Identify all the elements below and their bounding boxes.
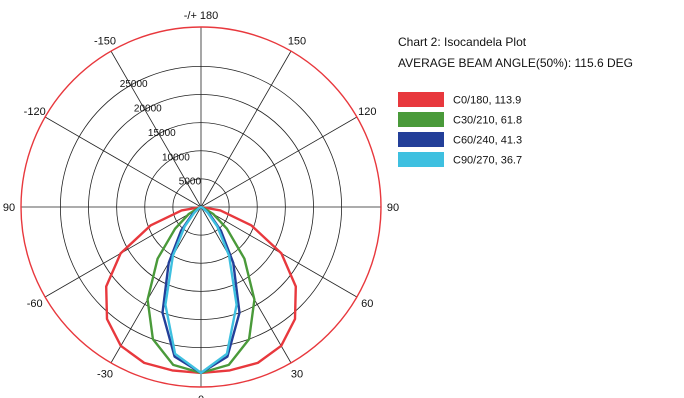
legend-swatch bbox=[398, 92, 444, 107]
polar-grid bbox=[20, 26, 382, 388]
grid-spoke bbox=[200, 116, 358, 208]
angle-tick-label: -/+ 180 bbox=[184, 10, 219, 22]
chart-subtitle: AVERAGE BEAM ANGLE(50%): 115.6 DEG bbox=[398, 56, 633, 70]
angle-tick-label: 150 bbox=[288, 36, 306, 48]
legend-swatch bbox=[398, 132, 444, 147]
grid-spoke bbox=[110, 206, 202, 364]
grid-ring bbox=[172, 178, 230, 236]
grid-spoke bbox=[44, 116, 202, 208]
grid-ring bbox=[144, 150, 258, 264]
angle-tick-label: -150 bbox=[94, 36, 116, 48]
series-curve bbox=[164, 205, 238, 375]
grid-spoke bbox=[110, 50, 202, 208]
angle-tick-label: 120 bbox=[358, 106, 376, 118]
grid-ring bbox=[59, 65, 343, 349]
grid-ring bbox=[88, 94, 314, 320]
chart-title: Chart 2: Isocandela Plot bbox=[398, 35, 527, 49]
radial-tick-label: 5000 bbox=[179, 177, 202, 188]
angle-tick-label: 60 bbox=[361, 298, 373, 310]
radial-tick-label: 10000 bbox=[162, 152, 190, 163]
distribution-curves bbox=[104, 205, 297, 375]
radial-tick-label: 15000 bbox=[148, 128, 176, 139]
axis-labels: -/+ 180 150 120 90 60 30 0 -30 -60 90 -120 -150 5000… bbox=[3, 10, 399, 398]
grid-spoke bbox=[200, 50, 292, 208]
legend-entry: C90/270, 36.7 bbox=[453, 155, 522, 167]
grid-spoke bbox=[200, 206, 292, 364]
angle-tick-label: 30 bbox=[291, 368, 303, 380]
legend: C0/180, 113.9 C30/210, 61.8 C60/240, 41.3 C… bbox=[398, 92, 522, 167]
legend-entry: C60/240, 41.3 bbox=[453, 135, 522, 147]
angle-tick-label: 0 bbox=[198, 394, 204, 398]
radial-tick-label: 20000 bbox=[134, 104, 162, 115]
outer-ring bbox=[20, 26, 382, 388]
legend-swatch bbox=[398, 152, 444, 167]
legend-swatch bbox=[398, 112, 444, 127]
angle-tick-label: -60 bbox=[27, 298, 43, 310]
legend-entry: C0/180, 113.9 bbox=[453, 95, 521, 107]
angle-tick-label: -120 bbox=[24, 106, 46, 118]
radial-tick-label: 25000 bbox=[120, 79, 148, 90]
legend-entry: C30/210, 61.8 bbox=[453, 115, 522, 127]
angle-tick-label: 90 bbox=[387, 202, 399, 214]
angle-tick-label: -30 bbox=[97, 368, 113, 380]
grid-ring bbox=[116, 122, 286, 292]
angle-tick-label: 90 bbox=[3, 202, 15, 214]
